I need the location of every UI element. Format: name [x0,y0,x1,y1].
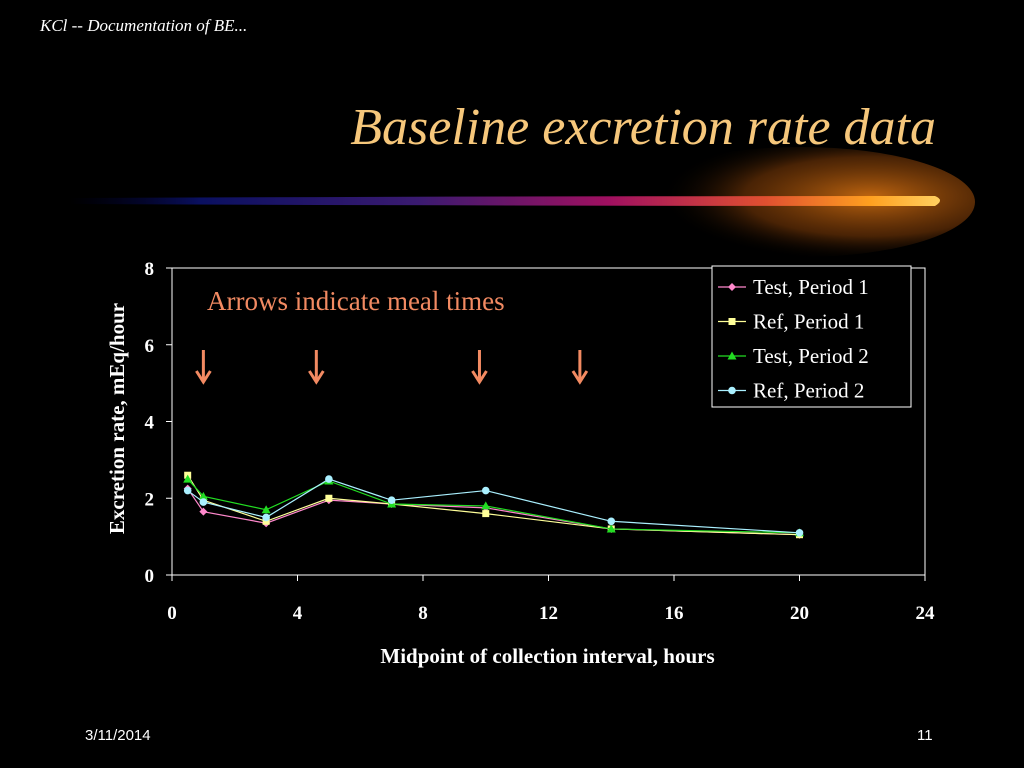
slide-header: KCl -- Documentation of BE... [40,16,248,35]
y-tick-label: 8 [145,259,155,280]
data-point [183,474,193,483]
legend-item: Ref, Period 2 [718,379,864,403]
legend-label: Test, Period 1 [753,275,869,299]
legend-item: Test, Period 2 [718,344,869,368]
x-tick-label: 4 [293,603,303,624]
slide-title: Baseline excretion rate data [350,99,936,156]
x-tick-label: 24 [916,603,936,624]
series-line [187,478,800,534]
x-tick-label: 8 [418,603,428,624]
meal-arrow-head [308,370,325,385]
x-tick-label: 0 [167,603,177,624]
legend-label: Ref, Period 2 [753,379,864,403]
data-point [606,524,616,533]
legend-swatch-marker [728,283,736,291]
data-point [262,513,270,522]
meal-arrow [471,350,488,385]
data-point [481,486,490,495]
y-tick-label: 0 [145,566,155,587]
data-point [325,494,333,502]
legend-box [711,265,912,408]
data-point [325,475,333,483]
y-tick-label: 4 [145,413,155,434]
meal-arrow [571,350,589,385]
legend-item: Ref, Period 1 [718,310,864,334]
data-point [481,501,491,510]
data-point [482,510,490,518]
series-line [187,478,800,534]
meal-arrow-head [471,370,488,385]
meal-arrow-head [571,370,589,385]
meal-arrow [308,350,325,385]
x-tick-label: 16 [665,603,684,624]
decorative-comet-band [70,147,975,257]
meal-annotation: Arrows indicate meal times [207,286,505,316]
series-line [187,488,800,536]
x-axis-title: Midpoint of collection interval, hours [380,644,714,668]
legend-swatch-marker [728,386,736,395]
legend-label: Ref, Period 1 [753,310,864,334]
legend-swatch-marker [727,351,737,360]
legend-swatch-marker [728,318,736,325]
data-point [183,486,192,495]
x-tick-label: 12 [539,603,558,624]
data-point [199,498,208,506]
y-axis-title: Excretion rate, mEq/hour [105,303,129,534]
y-tick-label: 6 [145,336,155,357]
data-point [261,505,271,514]
data-point [199,507,208,516]
legend: Test, Period 1 Ref, Period 1 Test, Period … [711,265,912,408]
slide-page-number: 11 [917,727,933,744]
legend-label: Test, Period 2 [753,344,869,368]
data-point [607,517,616,526]
x-tick-label: 20 [790,603,809,624]
series-line [187,474,800,536]
data-point [262,517,270,525]
legend-item: Test, Period 1 [718,275,869,299]
data-point [387,496,396,504]
meal-arrow-head [195,370,212,385]
slide-date: 3/11/2014 [85,727,151,744]
meal-arrow [195,350,212,385]
data-point [795,528,804,537]
y-tick-label: 2 [145,489,155,510]
data-point [198,491,208,500]
series-4 [183,475,804,537]
